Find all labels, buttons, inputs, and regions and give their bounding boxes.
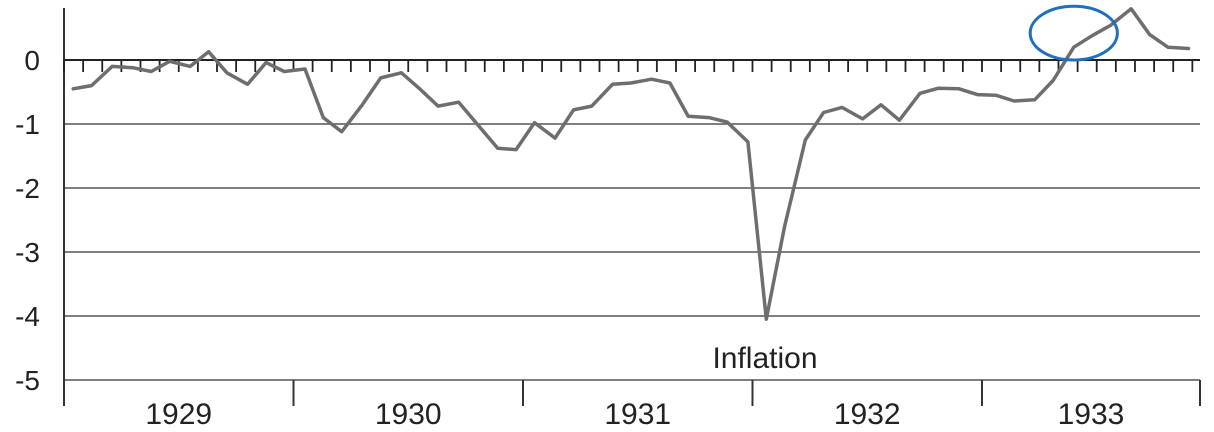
y-tick-label: -1	[15, 109, 40, 140]
axes	[63, 8, 1201, 406]
series-line	[71, 7, 1191, 321]
inflation-annotation: Inflation	[712, 342, 817, 375]
highlight-markers	[1028, 4, 1119, 62]
y-tick-label: 0	[24, 45, 40, 76]
y-tick-label: -5	[15, 365, 40, 396]
x-category-label: 1932	[834, 398, 901, 431]
series-lines	[71, 7, 1191, 321]
x-category-label: 1930	[375, 398, 442, 431]
y-tick-label: -3	[15, 237, 40, 268]
y-tick-label: -4	[15, 301, 40, 332]
highlight-ellipse	[1028, 4, 1119, 62]
x-category-label: 1931	[604, 398, 671, 431]
x-category-label: 1933	[1058, 398, 1125, 431]
y-tick-labels: 0 -1 -2 -3 -4 -5	[15, 45, 40, 396]
x-category-label: 1929	[145, 398, 212, 431]
y-tick-label: -2	[15, 173, 40, 204]
x-category-labels: 1929 1930 1931 1932 1933	[145, 398, 1124, 431]
grid-lines	[64, 123, 1200, 381]
